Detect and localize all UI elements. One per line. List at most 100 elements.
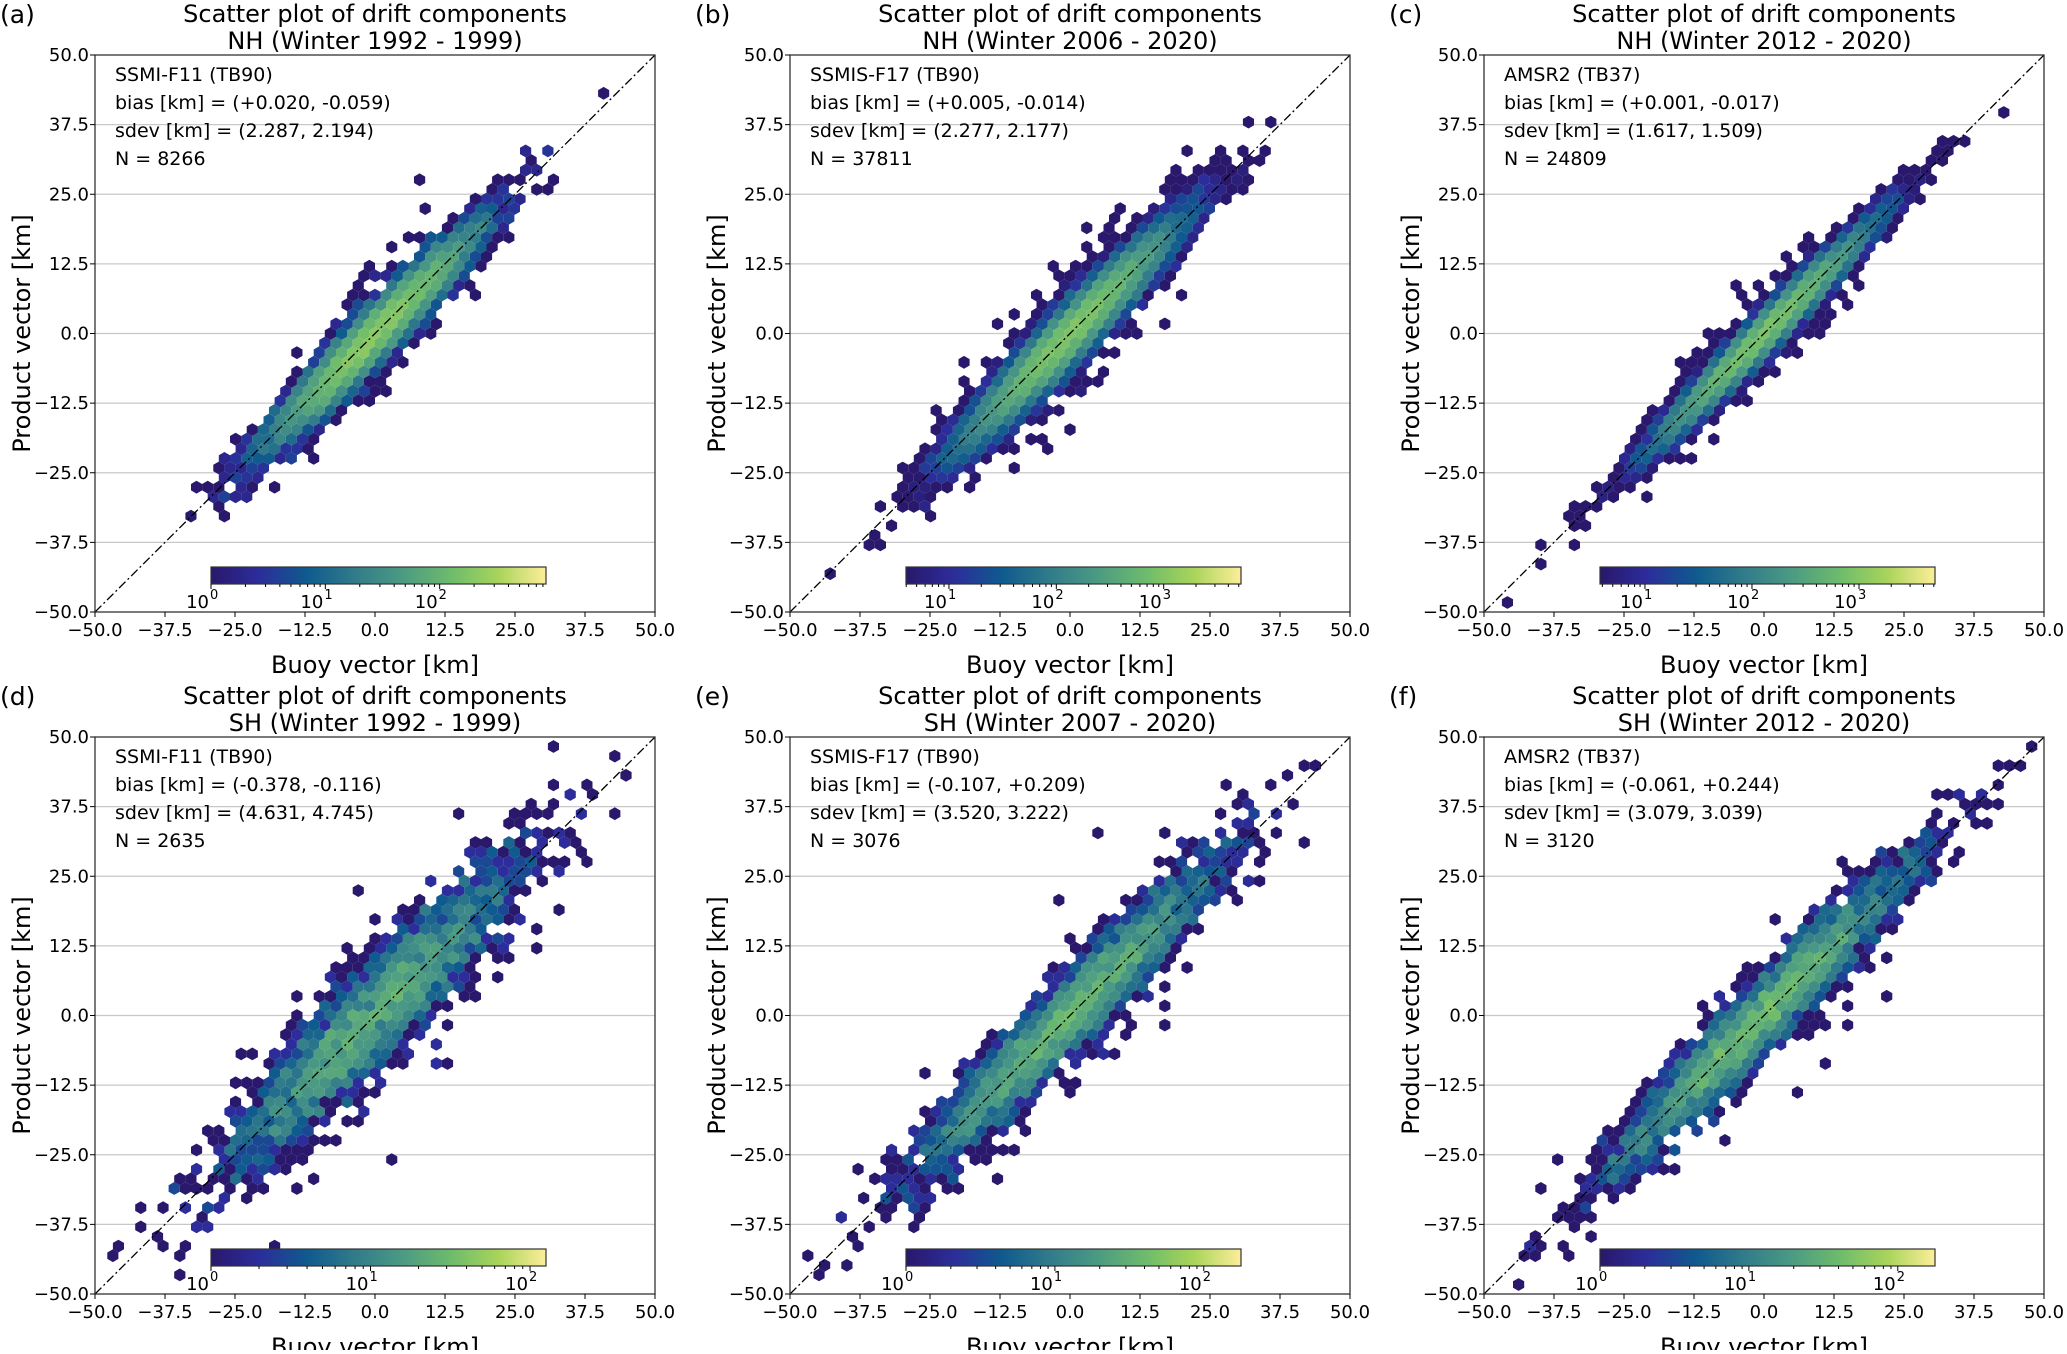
hexbin-cell <box>319 1057 331 1070</box>
hexbin-cell <box>291 1028 303 1042</box>
hexbin-cell <box>1136 279 1149 292</box>
hexbin-cell <box>1131 269 1143 283</box>
hexbin-cell <box>1170 865 1182 878</box>
hexbin-cell <box>1713 384 1725 398</box>
hexbin-cell <box>1602 1124 1614 1138</box>
y-tick-label: −50.0 <box>1423 602 1478 623</box>
hexbin-cell <box>1685 375 1698 388</box>
hexbin-cell <box>302 1028 314 1042</box>
hexbin-cell <box>497 183 509 196</box>
hexbin-cell <box>1752 336 1764 350</box>
hexbin-cell <box>1081 317 1093 331</box>
hexbin-cell <box>1109 989 1121 1003</box>
hexbin-cell <box>179 1201 191 1215</box>
hexbin-cell <box>1736 1066 1748 1080</box>
colorbar-tick-exponent: 0 <box>1599 1270 1607 1285</box>
hexbin-cell <box>1808 240 1820 254</box>
y-tick-label: −12.5 <box>729 393 784 414</box>
hexbin-cell <box>1797 259 1809 273</box>
hexbin-cell <box>1003 1095 1015 1109</box>
hexbin-cell <box>919 1201 931 1215</box>
colorbar-tick-base: 10 <box>1727 592 1750 613</box>
hexbin-cell <box>386 941 398 955</box>
hexbin-cell <box>347 288 359 302</box>
hexbin-cell <box>269 442 281 456</box>
hexbin-cell <box>352 279 364 292</box>
hexbin-cell <box>1529 1249 1541 1263</box>
hexbin-cell <box>531 807 543 821</box>
colorbar-tick-base: 10 <box>1724 1274 1747 1295</box>
x-tick-label: 37.5 <box>1260 1302 1300 1323</box>
hexbin-cell <box>313 1066 325 1080</box>
hexbin-cell <box>1747 365 1759 379</box>
hexbin-cell <box>925 1172 937 1186</box>
stats-n: N = 2635 <box>115 830 206 852</box>
hexbin-cell <box>1226 163 1238 177</box>
hexbin-cell <box>241 471 253 484</box>
hexbin-cell <box>341 298 353 312</box>
hexbin-cell <box>1097 269 1109 283</box>
hexbin-cell <box>481 211 493 225</box>
hexbin-cell <box>1148 279 1160 292</box>
hexbin-cell <box>436 913 448 926</box>
colorbar-tick-exponent: 1 <box>1644 588 1652 603</box>
hexbin-cell <box>1803 327 1815 340</box>
hexbin-cell <box>1741 980 1753 994</box>
hexbin-cell <box>1607 1134 1619 1147</box>
hexbin-cell <box>1948 134 1960 148</box>
hexbin-cell <box>1003 394 1015 408</box>
hexbin-cell <box>1741 1057 1753 1070</box>
hexbin-cell <box>1680 1047 1692 1061</box>
hexbin-cell <box>425 288 437 302</box>
hexbin-cell <box>241 452 253 465</box>
hexbin-cell <box>1053 365 1065 379</box>
hexbin-cell <box>1014 375 1026 388</box>
hexbin-cell <box>274 452 286 465</box>
hexbin-cell <box>1153 250 1165 263</box>
hexbin-cell <box>1886 922 1898 936</box>
hexbin-cell <box>1881 231 1893 244</box>
hexbin-cell <box>1948 816 1960 830</box>
hexbin-cell <box>313 384 325 398</box>
hexbin-cell <box>1008 307 1020 321</box>
hexbin-cell <box>324 1028 336 1042</box>
hexbin-cell <box>1109 1009 1121 1022</box>
hexbin-cell <box>296 1037 309 1051</box>
hexbin-cell <box>1003 355 1015 369</box>
stats-sensor: SSMIS-F17 (TB90) <box>810 746 980 768</box>
hexbin-cell <box>1875 865 1887 878</box>
hexbin-cell <box>1830 961 1843 974</box>
hexbin-cell <box>1959 134 1971 148</box>
hexbin-cell <box>213 1124 225 1138</box>
hexbin-cell <box>1014 394 1026 408</box>
panel-f: −50.0−50.0−37.5−37.5−25.0−25.0−12.5−12.5… <box>1389 682 2064 1354</box>
hexbin-cell <box>1803 1028 1815 1042</box>
hexbin-cell <box>1685 394 1698 408</box>
hexbin-cell <box>1909 163 1921 177</box>
hexbin-cell <box>1936 154 1948 167</box>
hexbin-cell <box>1242 836 1254 849</box>
hexbin-cell <box>1585 1230 1597 1243</box>
hexbin-cell <box>902 1172 914 1186</box>
hexbin-cell <box>1148 903 1160 917</box>
hexbin-cell <box>1713 1066 1725 1080</box>
hexbin-cell <box>1825 913 1837 926</box>
hexbin-cell <box>408 317 420 331</box>
hexbin-cell <box>986 1066 998 1080</box>
stats-sdev: sdev [km] = (2.287, 2.194) <box>115 120 374 142</box>
hexbin-cell <box>1114 240 1126 254</box>
y-tick-label: −37.5 <box>34 1214 89 1235</box>
hexbin-cell <box>964 1105 976 1118</box>
hexbin-cell <box>1031 384 1043 398</box>
x-tick-label: −37.5 <box>1526 620 1581 641</box>
hexbin-cell <box>1775 298 1787 312</box>
hexbin-cell <box>1708 1095 1720 1109</box>
hexbin-cell <box>481 874 493 888</box>
x-tick-label: 0.0 <box>1750 1302 1779 1323</box>
hexbin-cell <box>1775 961 1787 974</box>
hexbin-cell <box>1187 173 1199 187</box>
hexbin-cell <box>1819 1057 1831 1070</box>
hexbin-cell <box>151 1230 164 1243</box>
hexbin-cell <box>1747 1066 1759 1080</box>
hexbin-cell <box>1092 961 1104 974</box>
